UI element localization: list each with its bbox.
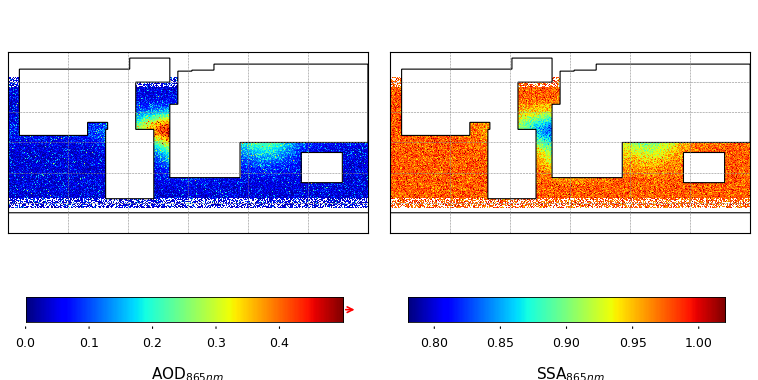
Text: 0.80: 0.80 (420, 337, 448, 350)
Text: SSA$_{865nm}$: SSA$_{865nm}$ (536, 366, 604, 380)
Text: 0.3: 0.3 (206, 337, 226, 350)
Text: 0.1: 0.1 (79, 337, 99, 350)
Text: 0.90: 0.90 (553, 337, 581, 350)
Text: 0.95: 0.95 (619, 337, 647, 350)
Text: 0.2: 0.2 (143, 337, 162, 350)
Text: 0.4: 0.4 (270, 337, 290, 350)
Text: 0.85: 0.85 (487, 337, 515, 350)
Text: AOD$_{865nm}$: AOD$_{865nm}$ (152, 366, 224, 380)
Text: 1.00: 1.00 (684, 337, 713, 350)
Text: 0.0: 0.0 (16, 337, 36, 350)
